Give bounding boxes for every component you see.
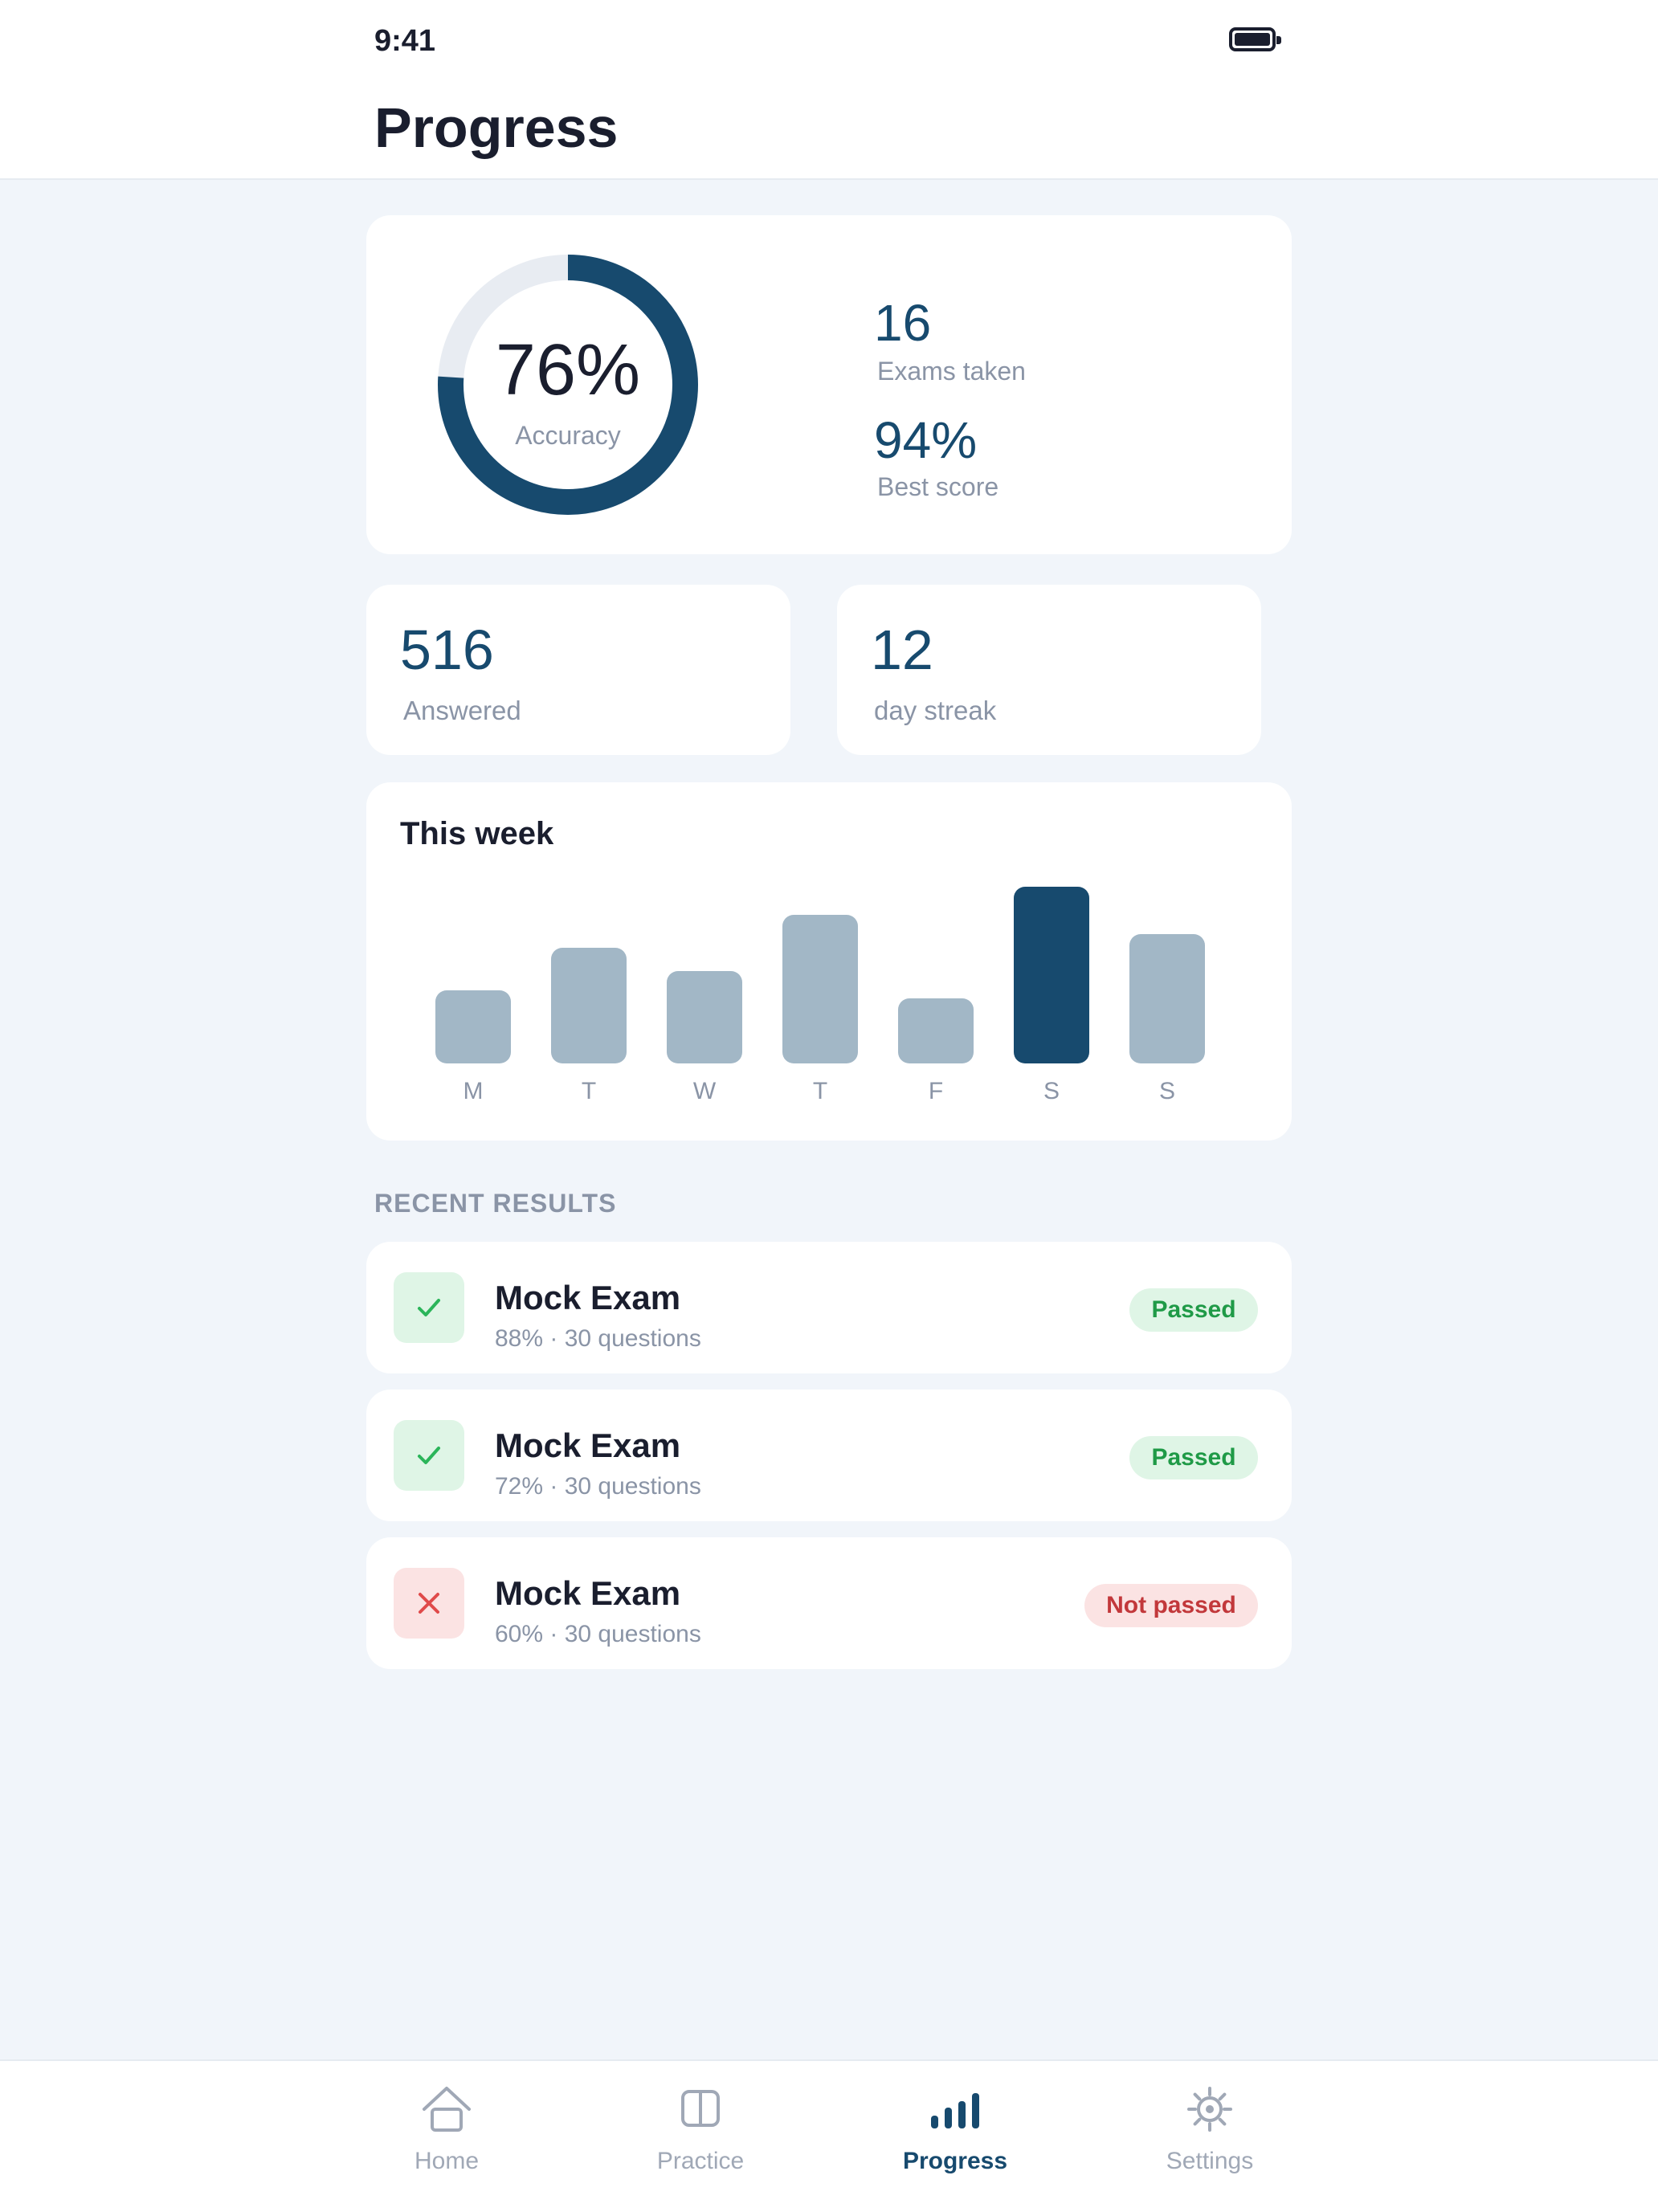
book-icon — [681, 2090, 720, 2127]
week-chart-title: This week — [400, 816, 554, 851]
result-status-tile — [394, 1272, 464, 1343]
result-title: Mock Exam — [495, 1574, 681, 1612]
gear-icon — [1187, 2087, 1232, 2132]
result-subtitle: 60% · 30 questions — [495, 1621, 701, 1647]
recent-results-heading: RECENT RESULTS — [374, 1189, 617, 1218]
result-subtitle: 88% · 30 questions — [495, 1325, 701, 1352]
answered-label: Answered — [403, 696, 521, 725]
week-day-label: F — [928, 1078, 944, 1104]
streak-value: 12 — [871, 618, 933, 681]
week-day-label: W — [692, 1078, 717, 1104]
accuracy-value: 76% — [495, 330, 641, 410]
tab-progress[interactable]: Progress — [859, 2061, 1052, 2212]
tab-home[interactable]: Home — [350, 2061, 543, 2212]
week-day-label: S — [1043, 1078, 1060, 1104]
tab-practice[interactable]: Practice — [604, 2061, 797, 2212]
accuracy-ring-chart — [438, 255, 698, 515]
tab-settings[interactable]: Settings — [1113, 2061, 1306, 2212]
week-bar — [1014, 887, 1089, 1063]
tab-label: Home — [414, 2148, 480, 2174]
streak-label: day streak — [874, 696, 997, 725]
status-time: 9:41 — [374, 24, 436, 58]
tab-label: Settings — [1166, 2148, 1254, 2174]
best-score-label: Best score — [877, 472, 999, 501]
week-day-label: T — [812, 1078, 828, 1104]
week-day-label: S — [1158, 1078, 1175, 1104]
home-icon — [423, 2087, 471, 2132]
exams-taken-label: Exams taken — [877, 357, 1026, 386]
exams-taken-value: 16 — [874, 294, 932, 352]
accuracy-label: Accuracy — [515, 421, 621, 450]
status-badge: Not passed — [1084, 1584, 1258, 1627]
battery-icon — [1229, 27, 1281, 51]
result-status-tile — [394, 1420, 464, 1491]
best-score-value: 94% — [874, 411, 978, 469]
week-day-label: M — [463, 1078, 484, 1104]
result-card[interactable]: Mock Exam 60% · 30 questions Not passed — [366, 1537, 1292, 1669]
week-bar — [898, 998, 974, 1063]
result-status-tile — [394, 1568, 464, 1639]
result-title: Mock Exam — [495, 1426, 681, 1464]
close-icon — [419, 1593, 439, 1614]
result-title: Mock Exam — [495, 1279, 681, 1316]
check-icon — [418, 1299, 440, 1316]
answered-card: 516 Answered — [366, 585, 790, 755]
week-bar — [551, 948, 627, 1063]
check-icon — [418, 1447, 440, 1464]
answered-value: 516 — [400, 618, 494, 681]
tab-label: Practice — [656, 2148, 745, 2174]
ring-progress — [438, 255, 698, 515]
status-badge: Passed — [1129, 1288, 1258, 1332]
streak-card: 12 day streak — [837, 585, 1261, 755]
result-card[interactable]: Mock Exam 88% · 30 questions Passed — [366, 1242, 1292, 1373]
week-day-label: T — [581, 1078, 597, 1104]
week-bar — [435, 990, 511, 1063]
result-card[interactable]: Mock Exam 72% · 30 questions Passed — [366, 1390, 1292, 1521]
result-subtitle: 72% · 30 questions — [495, 1473, 701, 1500]
week-chart-card: This week M T W T F S S — [366, 782, 1292, 1141]
tab-bar: Home Practice Progress — [0, 2059, 1658, 2212]
tab-label: Progress — [902, 2148, 1008, 2174]
bar-chart-icon — [931, 2093, 979, 2128]
accuracy-card: 76% Accuracy 16 Exams taken 94% Best sco… — [366, 215, 1292, 554]
accuracy-ring: 76% Accuracy — [437, 254, 699, 516]
week-bar — [782, 915, 858, 1063]
status-badge: Passed — [1129, 1436, 1258, 1479]
app-header: 9:41 Progress — [0, 0, 1658, 180]
week-bar — [1129, 934, 1205, 1063]
week-bar — [667, 971, 742, 1063]
page-title: Progress — [374, 96, 619, 159]
